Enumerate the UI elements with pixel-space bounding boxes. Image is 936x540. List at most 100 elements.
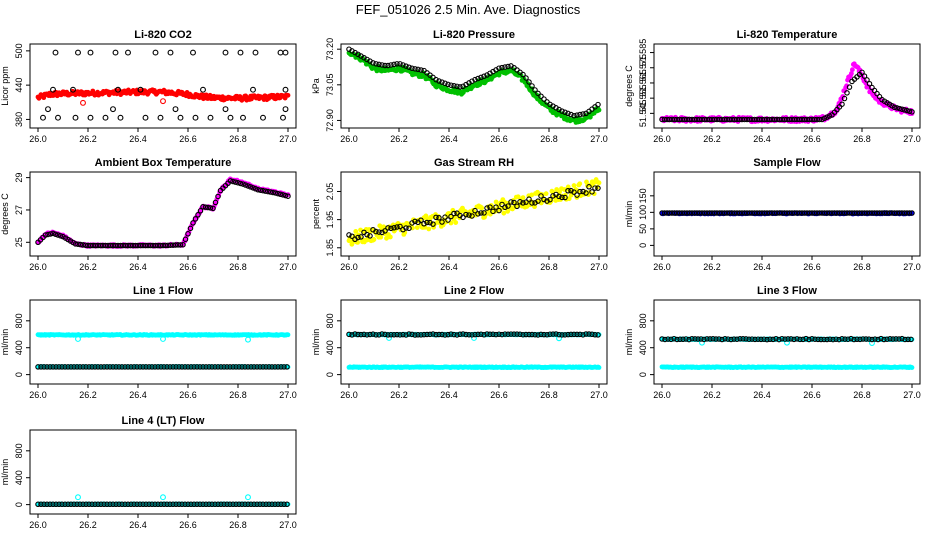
data-point (135, 242, 141, 249)
x-tick-label: 27.0 (279, 134, 297, 144)
data-point (799, 210, 805, 216)
data-point (42, 232, 49, 238)
data-point (190, 220, 196, 226)
data-point (105, 242, 111, 249)
x-tick-label: 26.2 (390, 390, 408, 400)
data-point (215, 193, 221, 200)
data-point (502, 204, 508, 210)
y-tick-label: 800 (14, 313, 24, 328)
data-point (586, 184, 592, 190)
data-point (696, 210, 703, 216)
data-point (355, 234, 361, 241)
data-point (270, 189, 276, 196)
data-point (142, 114, 149, 121)
data-point (899, 210, 905, 216)
data-point (744, 210, 750, 216)
data-point (210, 205, 216, 212)
data-point (574, 192, 580, 198)
x-tick-label: 26.2 (703, 134, 721, 144)
data-point (282, 49, 289, 56)
data-point (596, 107, 602, 113)
data-point (232, 179, 239, 185)
data-point (415, 66, 421, 73)
data-point (382, 62, 388, 69)
data-point (285, 193, 291, 199)
data-point (142, 242, 149, 249)
data-point (115, 86, 121, 93)
chart-line4: Line 4 (LT) Flow ml/min 26.0 26.2 26.4 26.6 26… (0, 415, 297, 530)
y-axis-label: ml/min (624, 329, 634, 356)
data-point (726, 116, 733, 123)
data-point (562, 194, 568, 201)
plot-frame (340, 171, 608, 257)
x-tick-label: 27.0 (590, 134, 608, 144)
y-axis-label: degrees C (0, 193, 10, 235)
data-point (731, 210, 738, 216)
series (35, 178, 291, 249)
data-point (373, 228, 379, 235)
data-point (776, 116, 783, 123)
data-point (517, 199, 523, 205)
data-point (52, 49, 59, 56)
data-point (385, 225, 391, 231)
data-point (57, 233, 64, 239)
data-point (699, 210, 705, 216)
x-tick-label: 26.8 (540, 262, 558, 272)
data-point (666, 116, 673, 123)
x-tick-label: 27.0 (903, 262, 921, 272)
data-point (439, 219, 445, 225)
data-point (182, 236, 189, 243)
data-point (364, 231, 370, 238)
data-point (391, 61, 397, 68)
data-point (781, 116, 788, 123)
data-point (532, 87, 538, 93)
x-tick-label: 26.6 (490, 134, 508, 144)
data-point (75, 49, 81, 56)
data-point (889, 210, 895, 216)
y-tick-label: 51.545 (638, 100, 648, 128)
y-tick-label: 500 (14, 43, 24, 58)
data-point (694, 116, 700, 123)
y-tick-label: 400 (14, 340, 24, 355)
data-point (779, 116, 785, 123)
data-point (781, 210, 788, 216)
data-point (736, 210, 743, 216)
data-point (177, 114, 184, 121)
y-tick-label: 800 (14, 443, 24, 458)
plot-frame (340, 299, 608, 385)
data-point (255, 186, 261, 193)
data-point (906, 210, 913, 216)
y-tick-label: 0 (638, 243, 648, 248)
x-tick-label: 26.0 (340, 262, 358, 272)
y-tick-label: 50 (638, 224, 648, 234)
data-point (80, 242, 86, 248)
x-tick-label: 26.2 (390, 134, 408, 144)
data-point (170, 242, 176, 248)
data-point (185, 231, 191, 237)
data-point (816, 116, 823, 123)
x-tick-label: 26.2 (79, 262, 97, 272)
y-tick-label: 2.05 (325, 183, 335, 201)
y-tick-label: 380 (14, 112, 24, 127)
data-point (240, 114, 246, 121)
data-point (744, 116, 750, 123)
data-point (260, 114, 266, 121)
data-point (505, 63, 511, 70)
data-point (538, 193, 544, 199)
data-point (478, 74, 484, 81)
data-point (679, 210, 685, 216)
data-point (125, 242, 131, 249)
data-point (388, 225, 394, 232)
x-tick-label: 26.0 (29, 520, 47, 530)
data-point (864, 210, 870, 216)
data-point (526, 196, 532, 202)
x-tick-label: 27.0 (279, 520, 297, 530)
chart-line3: Line 3 Flow ml/min 26.0 26.2 26.4 26.6 26.8 27.… (624, 285, 921, 400)
x-tick-label: 26.6 (803, 134, 821, 144)
data-point (267, 189, 274, 195)
y-tick-label: 1.85 (325, 239, 335, 257)
y-tick-label: 1.95 (325, 211, 335, 229)
x-tick-label: 26.6 (490, 390, 508, 400)
data-point (759, 116, 765, 123)
data-point (746, 116, 753, 123)
